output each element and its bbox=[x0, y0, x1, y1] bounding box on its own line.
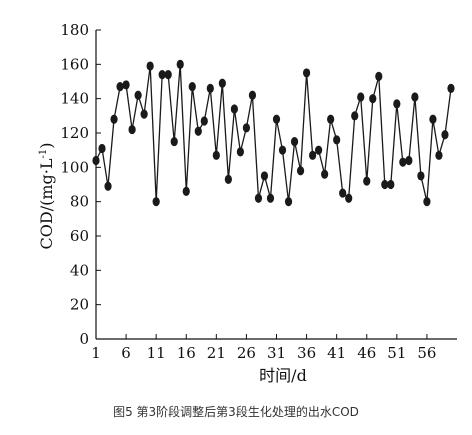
x-tick-label: 6 bbox=[121, 344, 131, 362]
data-point bbox=[212, 150, 220, 160]
data-point bbox=[393, 99, 401, 109]
data-point bbox=[134, 90, 142, 100]
data-point bbox=[345, 193, 353, 203]
data-point bbox=[248, 90, 257, 100]
x-tick-label: 41 bbox=[327, 344, 346, 362]
data-point bbox=[98, 143, 106, 154]
data-point bbox=[357, 92, 365, 102]
y-axis-title: COD/(mg·L-1) bbox=[37, 143, 56, 250]
y-tick-label: 80 bbox=[70, 193, 89, 211]
x-axis-title: 时间/d bbox=[259, 366, 307, 385]
data-point bbox=[375, 71, 383, 81]
data-point bbox=[128, 124, 136, 135]
data-point bbox=[435, 150, 443, 160]
data-point bbox=[230, 104, 238, 114]
data-point bbox=[260, 171, 269, 181]
y-axis-title-sup: -1 bbox=[38, 149, 49, 159]
data-point bbox=[200, 116, 208, 126]
data-point bbox=[110, 114, 118, 124]
x-tick-label: 46 bbox=[357, 344, 376, 362]
data-point bbox=[170, 136, 178, 147]
data-point bbox=[333, 135, 341, 145]
y-tick-label: 120 bbox=[60, 124, 89, 142]
y-axis-title-end: ) bbox=[37, 143, 56, 149]
data-point bbox=[381, 179, 389, 190]
x-tick-label: 26 bbox=[237, 344, 256, 362]
data-point bbox=[104, 181, 112, 191]
y-tick-label: 100 bbox=[60, 158, 89, 176]
x-ticks: 1 6 11 16 21 26 31 36 41 46 51 56 bbox=[91, 334, 436, 362]
data-point bbox=[266, 193, 275, 203]
x-tick-label: 51 bbox=[387, 344, 406, 362]
data-point bbox=[242, 123, 251, 133]
data-point bbox=[218, 78, 226, 88]
data-point bbox=[146, 61, 154, 71]
data-point bbox=[363, 176, 371, 186]
data-point bbox=[441, 130, 449, 140]
series-line bbox=[95, 64, 452, 202]
data-point bbox=[369, 94, 377, 104]
data-point bbox=[411, 92, 419, 102]
data-point bbox=[188, 82, 196, 92]
data-point bbox=[290, 136, 299, 147]
x-tick-label: 31 bbox=[267, 344, 286, 362]
data-point bbox=[164, 70, 172, 80]
x-tick-label: 36 bbox=[297, 344, 316, 362]
data-point bbox=[321, 169, 329, 179]
data-point bbox=[339, 188, 347, 198]
data-point bbox=[387, 179, 395, 190]
data-point bbox=[122, 80, 130, 90]
data-point bbox=[327, 114, 335, 124]
x-tick-label: 16 bbox=[177, 344, 196, 362]
data-point bbox=[278, 145, 287, 155]
data-points bbox=[92, 59, 455, 207]
data-point bbox=[302, 68, 311, 78]
y-tick-label: 160 bbox=[60, 55, 89, 73]
data-point bbox=[429, 114, 437, 124]
data-point bbox=[405, 155, 413, 166]
data-point bbox=[399, 157, 407, 167]
y-tick-label: 40 bbox=[70, 261, 89, 279]
data-point bbox=[296, 166, 305, 176]
data-point bbox=[423, 197, 431, 207]
data-point bbox=[417, 171, 425, 181]
data-point bbox=[158, 70, 166, 80]
x-tick-label: 11 bbox=[147, 344, 166, 362]
data-point bbox=[351, 111, 359, 121]
figure-caption: 图5 第3阶段调整后第3段生化处理的出水COD bbox=[113, 404, 359, 419]
data-point bbox=[92, 155, 100, 166]
data-point bbox=[182, 186, 190, 196]
data-point bbox=[152, 197, 160, 207]
data-point bbox=[194, 126, 202, 136]
data-point bbox=[206, 83, 214, 93]
data-point bbox=[315, 145, 323, 155]
data-point bbox=[224, 174, 232, 184]
data-point bbox=[447, 83, 455, 93]
data-point bbox=[236, 147, 244, 157]
data-point bbox=[284, 197, 293, 207]
x-tick-label: 1 bbox=[91, 344, 101, 362]
x-tick-label: 56 bbox=[417, 344, 436, 362]
y-tick-label: 140 bbox=[60, 90, 89, 108]
y-tick-label: 180 bbox=[60, 21, 89, 39]
data-point bbox=[254, 193, 263, 203]
y-axis-title-main: COD/(mg·L bbox=[37, 158, 56, 249]
y-ticks: 0 20 40 60 80 100 120 140 160 180 bbox=[60, 21, 101, 348]
x-tick-label: 21 bbox=[207, 344, 226, 362]
data-point bbox=[140, 109, 148, 119]
y-tick-label: 60 bbox=[70, 227, 89, 245]
y-tick-label: 20 bbox=[70, 296, 89, 314]
data-point bbox=[272, 114, 281, 124]
data-point bbox=[176, 59, 184, 69]
data-point bbox=[309, 150, 317, 160]
y-tick-label: 0 bbox=[79, 330, 89, 348]
data-point bbox=[116, 82, 124, 92]
